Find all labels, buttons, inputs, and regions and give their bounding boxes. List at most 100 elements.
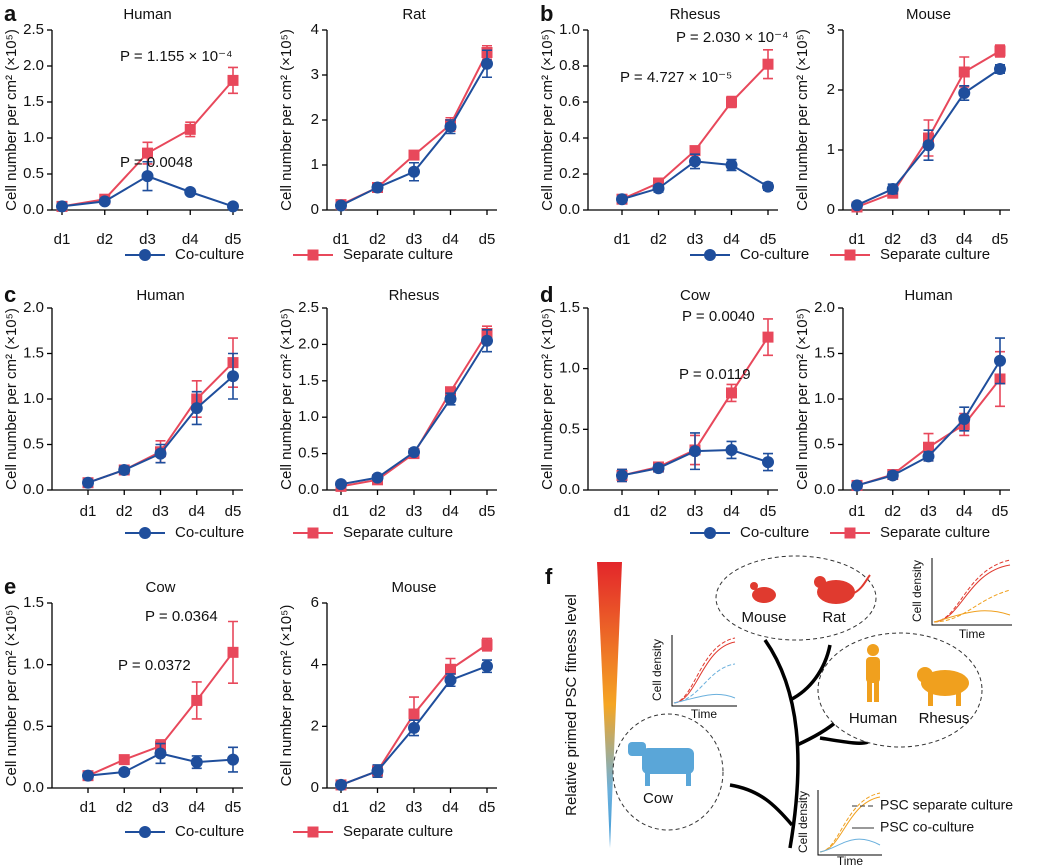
y-axis-label: Cell number per cm² (×10⁵) xyxy=(3,29,20,211)
y-tick-label: 0.0 xyxy=(23,779,44,796)
series-line xyxy=(87,361,234,484)
y-tick-label: 2.0 xyxy=(23,299,44,316)
marker xyxy=(886,469,899,482)
p-value-annotation: P = 1.155 × 10⁻⁴ xyxy=(120,48,233,65)
line-chart: Mouse Cell number per cm² (×10⁵) 0 1 2 3 d1 d2 d… xyxy=(794,6,1010,248)
legend-label: Co-culture xyxy=(740,246,809,263)
marker xyxy=(762,456,774,469)
marker xyxy=(82,769,94,782)
panel-label: f xyxy=(545,564,553,589)
x-tick-label: d5 xyxy=(760,231,777,248)
x-tick-label: d2 xyxy=(369,799,386,816)
y-tick-label: 0.5 xyxy=(559,420,580,437)
x-tick-label: d4 xyxy=(442,799,459,816)
marker xyxy=(689,145,701,157)
y-tick-label: 1.0 xyxy=(559,360,580,377)
y-tick-label: 1.5 xyxy=(23,344,44,361)
y-tick-label: 0.0 xyxy=(559,201,580,218)
legend-label: Co-culture xyxy=(175,524,244,541)
species-label: Mouse xyxy=(741,609,786,626)
x-tick-label: d1 xyxy=(333,503,350,520)
human-icon xyxy=(866,644,880,702)
marker xyxy=(958,87,971,99)
x-tick-label: d4 xyxy=(956,503,973,520)
legend-marker xyxy=(844,249,856,261)
x-tick-label: d5 xyxy=(225,503,242,520)
marker xyxy=(408,721,420,734)
species-label: Human xyxy=(849,710,897,727)
marker xyxy=(408,708,420,720)
y-tick-label: 3 xyxy=(311,66,319,83)
marker xyxy=(725,443,738,456)
x-tick-label: d3 xyxy=(152,503,169,520)
marker xyxy=(726,96,737,108)
x-tick-label: d4 xyxy=(182,231,199,248)
marker xyxy=(725,159,738,171)
panel-label: b xyxy=(540,1,553,26)
y-tick-label: 2.5 xyxy=(298,299,319,316)
legend-label: Separate culture xyxy=(343,246,453,263)
x-tick-label: d4 xyxy=(442,231,459,248)
marker xyxy=(118,463,131,476)
chart-title: Cow xyxy=(680,287,710,304)
mini-plot: Cell density Time xyxy=(910,558,1012,641)
y-axis-label: Cell number per cm² (×10⁵) xyxy=(794,29,811,211)
legend-marker xyxy=(307,826,319,838)
rat-icon xyxy=(814,574,871,604)
y-tick-label: 1.5 xyxy=(23,93,44,110)
fitness-gradient xyxy=(597,562,622,848)
y-tick-label: 0 xyxy=(311,201,319,218)
y-tick-label: 0.0 xyxy=(23,481,44,498)
species-label: Rhesus xyxy=(919,710,970,727)
x-tick-label: d2 xyxy=(650,503,667,520)
y-axis-label: Cell number per cm² (×10⁵) xyxy=(278,605,295,787)
marker xyxy=(191,694,203,706)
y-tick-label: 2 xyxy=(827,81,835,98)
x-tick-label: d5 xyxy=(225,231,242,248)
mini-y-label: Cell density xyxy=(910,560,924,622)
marker xyxy=(371,471,384,484)
x-tick-label: d3 xyxy=(920,503,937,520)
clade-ellipse xyxy=(715,555,877,641)
legend-label: Co-culture xyxy=(175,246,244,263)
chart-title: Rhesus xyxy=(670,6,721,23)
panel-label: e xyxy=(4,574,16,599)
p-value-annotation: P = 0.0048 xyxy=(120,154,193,171)
marker xyxy=(82,476,94,489)
legend-label: PSC separate culture xyxy=(880,797,1013,813)
marker xyxy=(445,386,456,398)
x-tick-label: d1 xyxy=(80,503,97,520)
marker xyxy=(689,445,701,458)
marker xyxy=(154,447,167,460)
marker xyxy=(616,193,628,206)
mini-y-label: Cell density xyxy=(796,791,810,853)
line-chart: Rat Cell number per cm² (×10⁵) 0 1 2 3 4 d1 d2 d3… xyxy=(278,6,497,248)
marker xyxy=(994,63,1006,75)
clade-ellipse xyxy=(817,632,983,748)
x-tick-label: d5 xyxy=(225,799,242,816)
marker xyxy=(56,200,68,213)
y-axis-label: Cell number per cm² (×10⁵) xyxy=(539,29,556,211)
chart-title: Human xyxy=(136,287,184,304)
series-line xyxy=(340,340,488,486)
y-tick-label: 0.5 xyxy=(814,435,835,452)
x-tick-label: d3 xyxy=(139,231,156,248)
series-line xyxy=(340,63,488,207)
x-tick-label: d4 xyxy=(442,503,459,520)
p-value-annotation: P = 0.0119 xyxy=(679,366,751,383)
legend-marker xyxy=(704,527,716,539)
y-tick-label: 2.5 xyxy=(23,21,44,38)
tree-branch xyxy=(789,644,832,702)
marker xyxy=(851,479,863,492)
y-tick-label: 0.5 xyxy=(23,165,44,182)
marker xyxy=(922,139,935,152)
marker xyxy=(851,199,863,212)
marker xyxy=(762,58,774,70)
x-tick-label: d2 xyxy=(369,231,386,248)
x-tick-label: d5 xyxy=(479,799,496,816)
x-tick-label: d1 xyxy=(849,231,866,248)
chart-title: Human xyxy=(904,287,952,304)
marker xyxy=(616,469,628,482)
